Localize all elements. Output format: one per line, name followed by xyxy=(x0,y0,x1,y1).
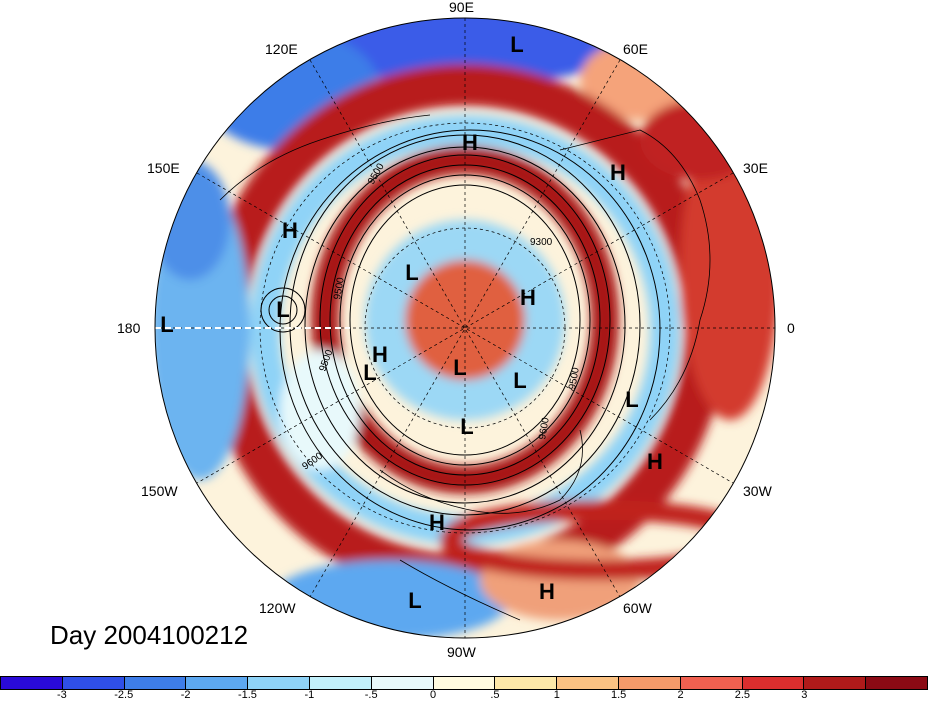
pressure-system-label: L xyxy=(460,414,474,439)
pressure-system-label: H xyxy=(462,130,478,155)
colorbar-tick-label: 2.5 xyxy=(734,689,751,701)
lon-label-150e: 150E xyxy=(147,160,180,176)
pressure-system-label: L xyxy=(160,312,174,337)
pressure-system-label: H xyxy=(372,342,388,367)
colorbar-tick-label: 1.5 xyxy=(611,689,627,701)
lon-label-90e: 90E xyxy=(449,0,474,15)
colorbar-tick-label: -1 xyxy=(304,689,315,701)
colorbar-tick-label: -3 xyxy=(56,689,67,701)
colorbar-swatch xyxy=(742,677,805,689)
lon-label-60w: 60W xyxy=(623,600,652,616)
lon-label-30w: 30W xyxy=(743,483,772,499)
colorbar-swatch xyxy=(618,677,681,689)
pressure-system-label: L xyxy=(276,297,290,322)
colorbar-swatch xyxy=(495,677,558,689)
lon-label-180: 180 xyxy=(117,320,141,336)
contour-label: 9600 xyxy=(537,416,552,440)
pressure-system-label: H xyxy=(647,449,663,474)
colorbar-swatch xyxy=(309,677,372,689)
colorbar-swatch xyxy=(124,677,187,689)
colorbar-swatch xyxy=(62,677,125,689)
contour-label: 9300 xyxy=(530,237,553,248)
colorbar-tick-label: -1.5 xyxy=(237,689,257,701)
pressure-system-label: H xyxy=(520,285,536,310)
contour-label: 9500 xyxy=(567,366,582,390)
colorbar-tick-label: -.5 xyxy=(364,689,378,701)
colorbar-swatch xyxy=(680,677,743,689)
lon-label-120e: 120E xyxy=(265,41,298,57)
pressure-system-label: L xyxy=(453,355,467,380)
colorbar-tick-label: 2 xyxy=(677,689,684,701)
lon-label-120w: 120W xyxy=(259,600,296,616)
date-title: Day 2004100212 xyxy=(50,620,249,650)
colorbar-swatch xyxy=(248,677,310,689)
colorbar-tick-label: .5 xyxy=(490,689,500,701)
colorbar xyxy=(0,676,928,690)
lon-label-0: 0 xyxy=(787,320,795,336)
pressure-system-label: L xyxy=(363,360,377,385)
polar-stereographic-map: 9500 9300 9500 9500 9600 9500 9600 xyxy=(154,17,776,639)
contour-label: 9500 xyxy=(332,276,347,300)
colorbar-tick-label: -2 xyxy=(180,689,191,701)
pressure-system-label: H xyxy=(610,160,626,185)
colorbar-swatch xyxy=(186,677,249,689)
pressure-system-label: H xyxy=(282,218,298,243)
colorbar-tick-label: 1 xyxy=(553,689,560,701)
lon-label-30e: 30E xyxy=(743,160,768,176)
colorbar-tick-label: -2.5 xyxy=(114,689,134,701)
colorbar-swatch xyxy=(557,677,619,689)
pressure-system-label: H xyxy=(539,579,555,604)
colorbar-tick-label: 3 xyxy=(801,689,808,701)
lon-label-60e: 60E xyxy=(623,41,648,57)
pressure-system-label: L xyxy=(513,368,527,393)
pressure-system-label: L xyxy=(625,387,639,412)
pressure-system-label: H xyxy=(429,510,445,535)
pressure-system-label: L xyxy=(405,260,419,285)
colorbar-swatch xyxy=(371,677,434,689)
pressure-system-label: L xyxy=(408,588,422,613)
colorbar-swatch xyxy=(866,677,927,689)
lon-label-150w: 150W xyxy=(141,483,178,499)
colorbar-swatch xyxy=(433,677,496,689)
coastlines xyxy=(219,114,711,621)
colorbar-swatch xyxy=(1,677,63,689)
colorbar-tick-label: 0 xyxy=(430,689,437,701)
anomaly-field xyxy=(155,18,775,638)
lon-label-90w: 90W xyxy=(447,644,476,660)
colorbar-swatch xyxy=(804,677,867,689)
pressure-system-label: L xyxy=(510,32,524,57)
